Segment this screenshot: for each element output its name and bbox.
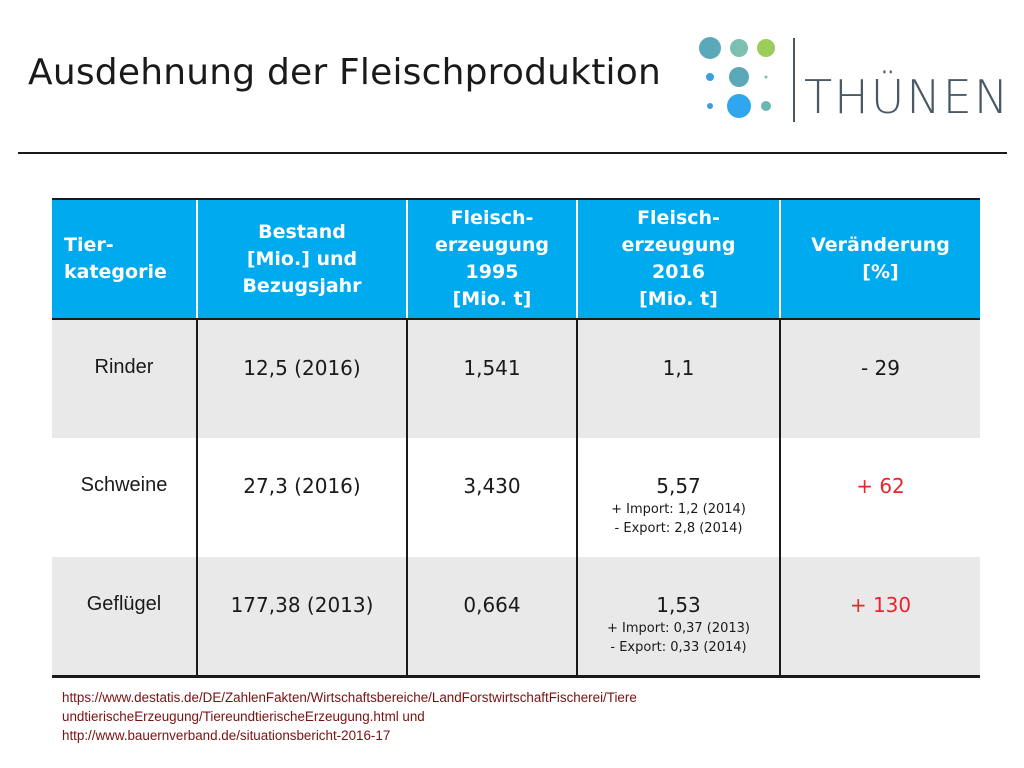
table-row: Rinder 12,5 (2016) 1,541 1,1 - 29 — [52, 319, 980, 438]
cell-prod-1995: 0,664 — [406, 557, 577, 678]
header-bestand: Bestand [Mio.] und Bezugsjahr — [196, 198, 407, 320]
table-header-row: Tier- kategorie Bestand [Mio.] und Bezug… — [52, 198, 980, 320]
source-references: https://www.destatis.de/DE/ZahlenFakten/… — [62, 688, 762, 745]
prod-2016-value: 1,1 — [662, 356, 695, 380]
cell-prod-2016: 5,57 + Import: 1,2 (2014) - Export: 2,8 … — [576, 438, 780, 557]
table-row: Geflügel 177,38 (2013) 0,664 1,53 + Impo… — [52, 557, 980, 678]
cell-bestand: 27,3 (2016) — [196, 438, 407, 557]
thuenen-logo: THÜNEN — [690, 30, 1010, 130]
logo-wordmark: THÜNEN — [804, 70, 1011, 124]
cell-change: + 130 — [779, 557, 980, 678]
source-link-bauernverband[interactable]: http://www.bauernverband.de/situationsbe… — [62, 728, 391, 743]
export-note: - Export: 2,8 (2014) — [614, 521, 743, 536]
header-fleischerzeugung-2016: Fleisch- erzeugung 2016 [Mio. t] — [576, 198, 780, 320]
export-note: - Export: 0,33 (2014) — [610, 640, 747, 655]
prod-2016-value: 5,57 — [656, 474, 701, 498]
source-link-destatis-cont[interactable]: undtierischeErzeugung/TiereundtierischeE… — [62, 709, 425, 724]
source-link-destatis[interactable]: https://www.destatis.de/DE/ZahlenFakten/… — [62, 690, 637, 705]
table-row: Schweine 27,3 (2016) 3,430 5,57 + Import… — [52, 438, 980, 557]
slide-title: Ausdehnung der Fleischproduktion — [28, 52, 661, 93]
cell-prod-2016: 1,53 + Import: 0,37 (2013) - Export: 0,3… — [576, 557, 780, 678]
cell-prod-1995: 1,541 — [406, 319, 577, 438]
prod-2016-value: 1,53 — [656, 593, 701, 617]
cell-change: - 29 — [779, 319, 980, 438]
import-note: + Import: 0,37 (2013) — [607, 621, 750, 636]
cell-bestand: 177,38 (2013) — [196, 557, 407, 678]
header-fleischerzeugung-1995: Fleisch- erzeugung 1995 [Mio. t] — [406, 198, 577, 320]
meat-production-table: Tier- kategorie Bestand [Mio.] und Bezug… — [52, 198, 980, 678]
cell-change: + 62 — [779, 438, 980, 557]
cell-category: Geflügel — [52, 557, 197, 678]
cell-category: Schweine — [52, 438, 197, 557]
cell-category: Rinder — [52, 319, 197, 438]
cell-prod-2016: 1,1 — [576, 319, 780, 438]
title-divider — [18, 152, 1007, 154]
logo-dots-icon — [699, 37, 795, 122]
import-note: + Import: 1,2 (2014) — [611, 502, 746, 517]
cell-prod-1995: 3,430 — [406, 438, 577, 557]
header-tierkategorie: Tier- kategorie — [52, 198, 197, 320]
cell-bestand: 12,5 (2016) — [196, 319, 407, 438]
header-veraenderung: Veränderung [%] — [779, 198, 980, 320]
